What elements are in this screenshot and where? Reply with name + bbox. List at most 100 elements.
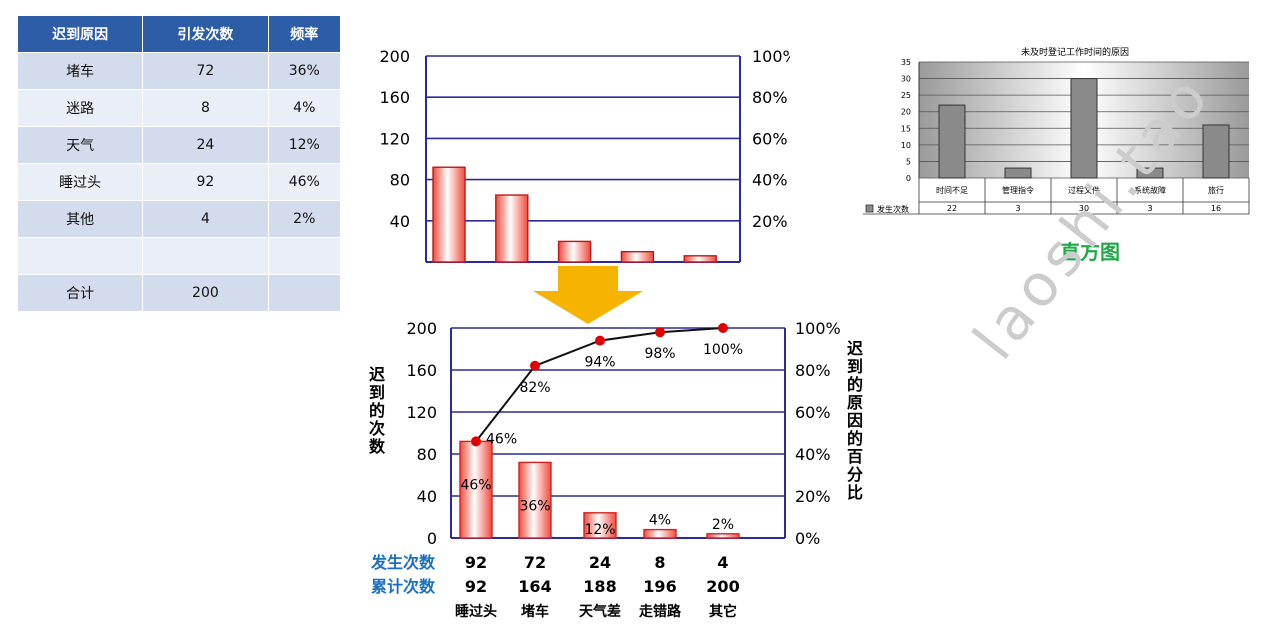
y2-axis-title-char: 迟 <box>847 339 863 358</box>
table-cell: 天气 <box>16 126 144 164</box>
table-row: 迷路 8 4% <box>16 89 342 127</box>
cumulative-percent-label: 98% <box>644 346 675 362</box>
y-tick-label: 10 <box>901 141 911 150</box>
y2-axis-title-char: 比 <box>847 483 863 502</box>
value-label: 3 <box>1015 204 1020 213</box>
table-cell: 12% <box>267 126 342 164</box>
y-tick-label: 80 <box>417 445 437 464</box>
pareto-chart: 200 100%160 80%120 60%80 40%40 20%0 0%迟到的次数迟到的… <box>369 319 863 618</box>
table-cell: 合计 <box>16 274 144 312</box>
arrow-down-icon <box>533 266 643 324</box>
table-row: 堵车 72 36% <box>16 52 342 90</box>
y2-tick-label: 20% <box>752 212 788 231</box>
y2-axis-title-char: 的 <box>847 429 863 448</box>
row-label-cumulative: 累计次数 <box>371 577 436 596</box>
header-cell: 迟到原因 <box>16 15 144 53</box>
y2-tick-label: 100% <box>752 47 790 66</box>
cumulative-value: 92 <box>465 577 487 596</box>
y2-tick-label: 40% <box>752 171 788 190</box>
bar <box>1070 78 1098 179</box>
cumulative-value: 188 <box>583 577 616 596</box>
y2-tick-label: 0% <box>795 529 820 548</box>
bar-percent-label: 36% <box>519 498 550 514</box>
y-tick-label: 80 <box>390 171 410 190</box>
table-row: 睡过头 92 46% <box>16 163 342 201</box>
y-tick-label: 35 <box>901 58 911 67</box>
table-cell: 24 <box>142 126 269 164</box>
occurrence-value: 8 <box>654 553 665 572</box>
occurrence-value: 92 <box>465 553 487 572</box>
header-cell: 引发次数 <box>142 15 269 53</box>
y2-tick-label: 40% <box>795 445 831 464</box>
cumulative-marker <box>655 327 665 338</box>
occurrence-value: 4 <box>717 553 728 572</box>
x-category-label: 走错路 <box>639 603 682 618</box>
y-axis-title-char: 数 <box>369 437 386 456</box>
table-row <box>16 237 342 275</box>
table-row: 天气 24 12% <box>16 126 342 164</box>
bar <box>643 528 677 539</box>
y2-tick-label: 80% <box>795 361 831 380</box>
x-category-label: 系统故障 <box>1134 185 1166 195</box>
cumulative-value: 196 <box>643 577 676 596</box>
y2-tick-label: 80% <box>752 88 788 107</box>
histogram-title: 未及时登记工作时间的原因 <box>1021 46 1129 58</box>
value-label: 30 <box>1079 204 1089 213</box>
bar <box>495 194 529 263</box>
table-cell: 4 <box>142 200 269 238</box>
cumulative-marker <box>595 335 605 346</box>
y-tick-label: 200 <box>406 319 437 338</box>
y-tick-label: 160 <box>379 88 410 107</box>
y2-axis-title-char: 分 <box>847 465 863 484</box>
x-category-label: 其它 <box>709 603 737 618</box>
table-cell <box>267 274 342 312</box>
y-tick-label: 30 <box>901 75 911 84</box>
y-tick-label: 160 <box>406 361 437 380</box>
y-axis-title-char: 到 <box>369 383 385 402</box>
x-category-label: 管理指令 <box>1002 185 1034 195</box>
y-tick-label: 120 <box>379 129 410 148</box>
y2-axis-title-char: 因 <box>847 411 863 430</box>
table-cell: 其他 <box>16 200 144 238</box>
y2-tick-label: 20% <box>795 487 831 506</box>
cumulative-marker <box>471 436 481 447</box>
bar <box>459 440 493 539</box>
histogram-chart: 未及时登记工作时间的原因 35 30 25 20 15 10 5 0 时间不足 22 管理指令 3 过程文… <box>863 46 1250 215</box>
bar <box>938 104 966 179</box>
x-category-label: 时间不足 <box>936 185 968 195</box>
y-tick-label: 25 <box>901 91 911 100</box>
y2-axis-title-char: 的 <box>847 375 863 394</box>
y2-axis-title-char: 到 <box>847 357 863 376</box>
y2-axis-title-char: 原 <box>847 393 863 412</box>
header-cell: 频率 <box>267 15 342 53</box>
histogram-caption: 直方图 <box>1060 240 1120 264</box>
y-tick-label: 20 <box>901 108 911 117</box>
cumulative-value: 200 <box>706 577 739 596</box>
cumulative-percent-label: 82% <box>519 380 550 396</box>
table-cell: 46% <box>267 163 342 201</box>
bar-percent-label: 4% <box>649 513 671 529</box>
bar <box>518 461 552 539</box>
bar-chart: 200 100% 160 80% 120 60% 80 40% 40 20% <box>379 47 790 263</box>
table-cell: 36% <box>267 52 342 90</box>
table-cell: 2% <box>267 200 342 238</box>
y-tick-label: 40 <box>390 212 410 231</box>
bar <box>1004 167 1032 179</box>
bar <box>620 250 655 263</box>
cumulative-percent-label: 46% <box>486 431 517 447</box>
table-cell: 睡过头 <box>16 163 144 201</box>
occurrence-value: 72 <box>524 553 546 572</box>
y-tick-label: 40 <box>417 487 437 506</box>
x-category-label: 旅行 <box>1208 185 1224 195</box>
table-cell: 72 <box>142 52 269 90</box>
cumulative-marker <box>530 360 540 371</box>
table-cell <box>142 237 269 275</box>
y-axis-title-char: 的 <box>369 401 385 420</box>
value-label: 3 <box>1147 204 1152 213</box>
cumulative-percent-label: 100% <box>703 342 743 358</box>
table-cell: 4% <box>267 89 342 127</box>
y2-tick-label: 100% <box>795 319 841 338</box>
table-cell <box>267 237 342 275</box>
cumulative-marker <box>718 323 728 333</box>
y-tick-label: 0 <box>427 529 437 548</box>
